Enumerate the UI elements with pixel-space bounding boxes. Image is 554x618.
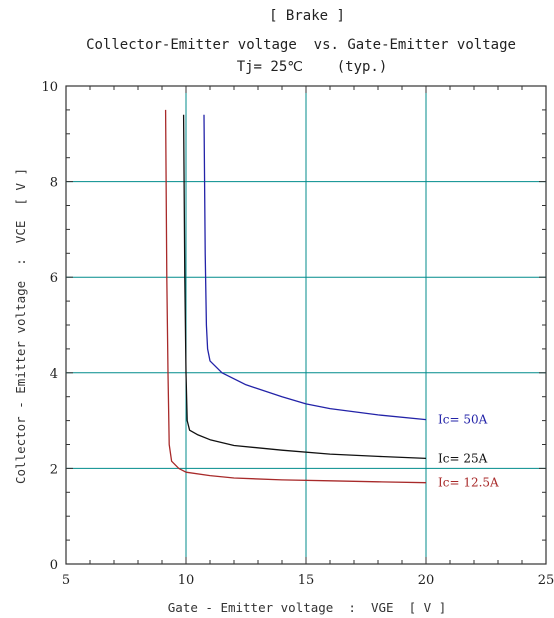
y-tick-label: 2 <box>50 462 58 477</box>
y-tick-label: 0 <box>50 558 58 573</box>
tick-marks <box>65 85 547 565</box>
x-tick-label: 20 <box>418 573 435 588</box>
y-tick-label: 6 <box>50 271 58 286</box>
x-tick-label: 25 <box>538 573 554 588</box>
series-label-0: Ic= 50A <box>438 413 488 427</box>
x-tick-label: 10 <box>178 573 195 588</box>
y-tick-label: 4 <box>50 367 58 382</box>
chart-condition: Tj= 25℃ (typ.) <box>236 59 388 75</box>
grid <box>66 86 546 564</box>
series-label-2: Ic= 12.5A <box>438 476 499 490</box>
series-line-2 <box>164 109 427 484</box>
series-group <box>164 109 427 484</box>
series-labels: Ic= 50A Ic= 25A Ic= 12.5A <box>438 413 499 490</box>
series-line-1 <box>182 114 427 460</box>
x-axis-label: Gate - Emitter voltage : VGE [ V ] <box>168 600 446 615</box>
chart-title: [ Brake ] <box>269 8 345 24</box>
chart-subtitle: Collector-Emitter voltage vs. Gate-Emitt… <box>86 37 516 53</box>
tick-labels: 5 10 15 20 25 0 2 4 6 8 10 <box>41 80 554 588</box>
y-tick-label: 10 <box>41 80 58 95</box>
series-line-0 <box>203 114 427 421</box>
y-axis-label: Collector - Emitter voltage : VCE [ V ] <box>13 168 28 484</box>
y-tick-label: 8 <box>50 176 58 191</box>
x-tick-label: 15 <box>298 573 315 588</box>
series-label-1: Ic= 25A <box>438 451 488 465</box>
x-tick-label: 5 <box>62 573 70 588</box>
